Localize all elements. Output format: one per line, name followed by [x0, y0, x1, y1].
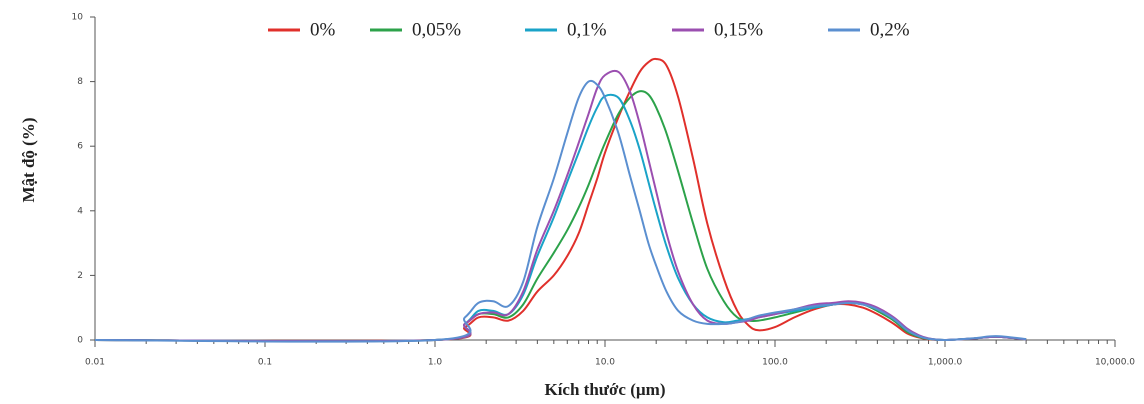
x-tick-label: 1,000.0 — [928, 358, 963, 368]
x-tick-label: 0.01 — [85, 358, 105, 368]
legend-label: 0,05% — [412, 19, 461, 40]
series-line — [94, 57, 1027, 342]
x-tick-label: 0.1 — [258, 358, 272, 368]
x-tick-label: 100.0 — [762, 358, 788, 368]
legend-label: 0,2% — [870, 19, 910, 40]
y-tick-label: 10 — [72, 13, 84, 23]
y-tick-label: 0 — [77, 336, 83, 346]
x-axis-title: Kích thước (µm) — [544, 380, 665, 399]
legend-label: 0,15% — [714, 19, 763, 40]
series-line — [94, 93, 1027, 343]
y-tick-label: 6 — [77, 142, 83, 152]
series-line — [94, 69, 1027, 343]
x-tick-label: 10.0 — [595, 358, 615, 368]
legend-label: 0% — [310, 19, 336, 40]
legend-label: 0,1% — [567, 19, 607, 40]
y-tick-label: 4 — [77, 206, 83, 216]
y-axis-title: Mật độ (%) — [19, 118, 38, 203]
x-tick-label: 10,000.0 — [1095, 358, 1135, 368]
series-line — [94, 90, 1027, 343]
y-tick-label: 2 — [77, 271, 83, 281]
series-line — [94, 79, 1027, 343]
x-tick-label: 1.0 — [428, 358, 443, 368]
y-tick-label: 8 — [77, 77, 83, 87]
